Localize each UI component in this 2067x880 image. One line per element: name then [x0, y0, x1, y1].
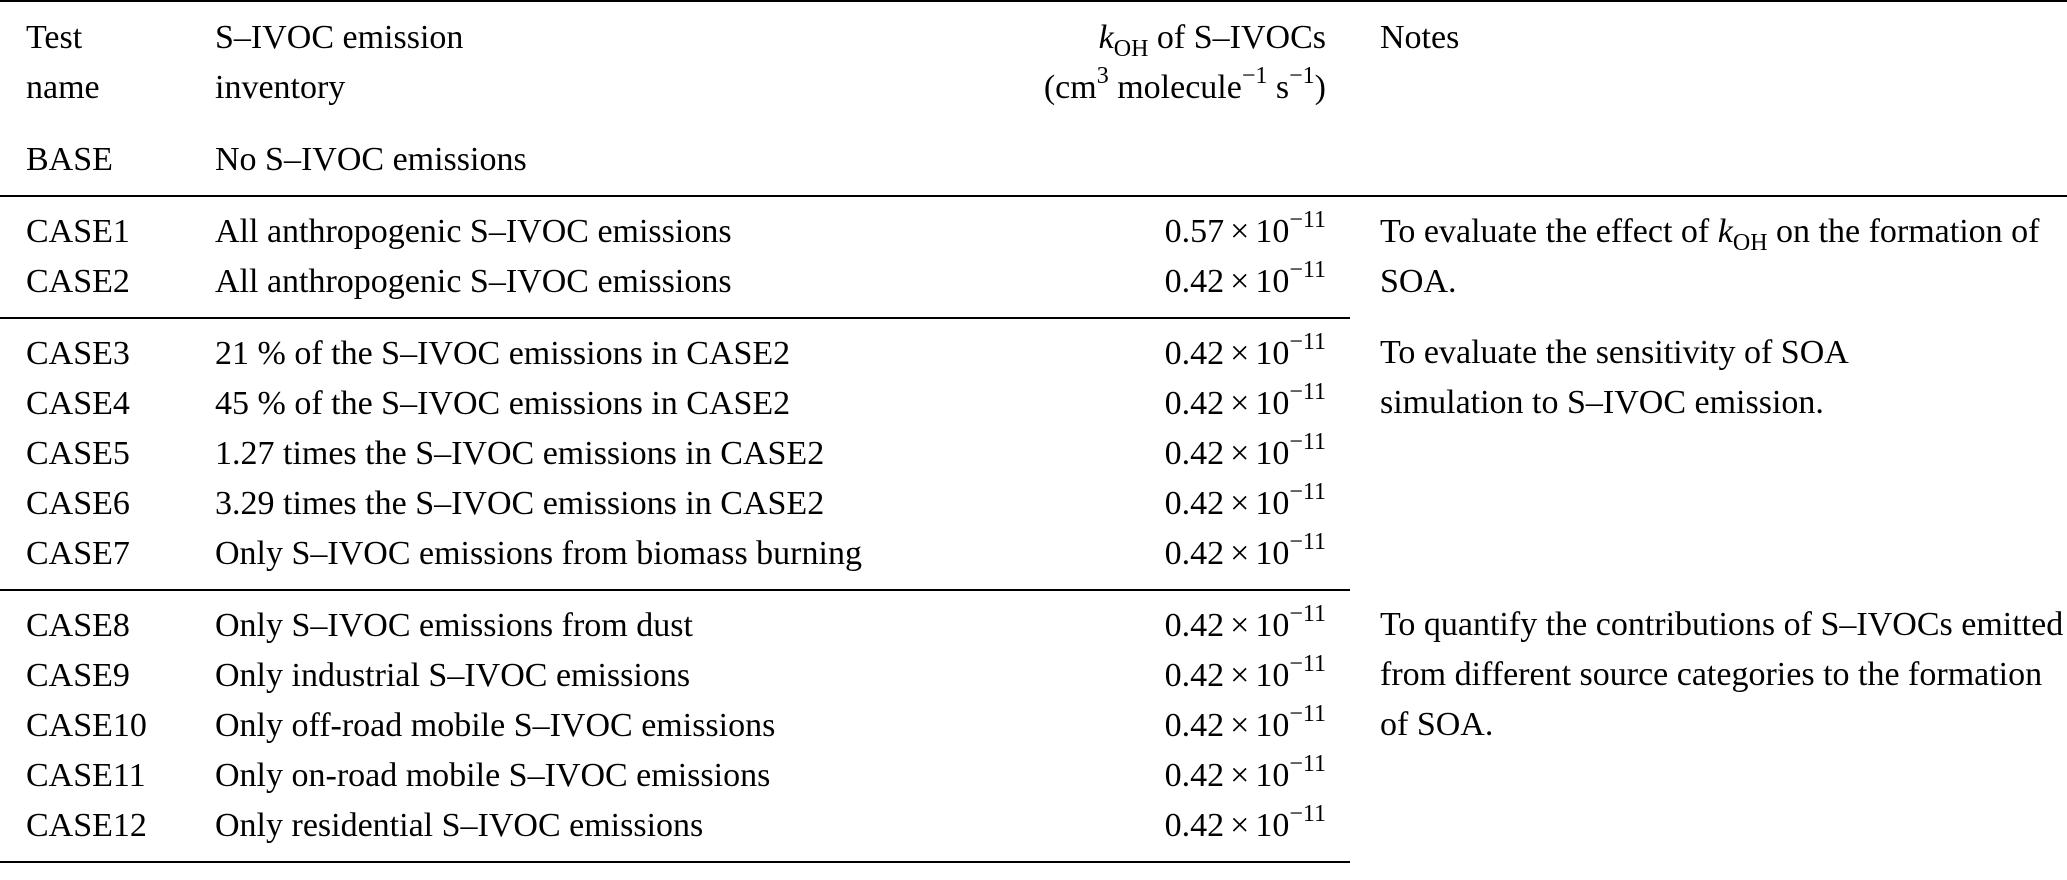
- inventory: Only S–IVOC emissions from dust: [215, 607, 693, 644]
- koh-value: 0.42 × 10−11: [1164, 378, 1326, 422]
- test-name: BASE: [0, 125, 190, 197]
- test-name: CASE6: [26, 485, 130, 522]
- inventory: 45 % of the S–IVOC emissions in CASE2: [215, 385, 791, 422]
- header-test-name-line2: name: [26, 69, 100, 106]
- inventory: 21 % of the S–IVOC emissions in CASE2: [215, 335, 791, 372]
- test-name: CASE11: [26, 757, 146, 794]
- group-3: CASE8 Only S–IVOC emissions from dust 0.…: [0, 590, 2067, 863]
- table-row: CASE11 Only on-road mobile S–IVOC emissi…: [0, 751, 2067, 801]
- table-row: CASE2 All anthropogenic S–IVOC emissions…: [0, 257, 2067, 319]
- inventory: 1.27 times the S–IVOC emissions in CASE2: [215, 435, 825, 472]
- table-row: CASE7 Only S–IVOC emissions from biomass…: [0, 529, 2067, 591]
- table-row: CASE9 Only industrial S–IVOC emissions 0…: [0, 651, 2067, 701]
- koh-value: 0.42 × 10−11: [1164, 650, 1326, 694]
- inventory: All anthropogenic S–IVOC emissions: [190, 257, 990, 319]
- table-row: CASE4 45 % of the S–IVOC emissions in CA…: [0, 379, 2067, 429]
- koh-value: 0.57 × 10−11: [1164, 206, 1326, 250]
- table-row: BASE No S–IVOC emissions: [0, 125, 2067, 197]
- group-base: BASE No S–IVOC emissions: [0, 125, 2067, 197]
- test-name: CASE2: [0, 257, 190, 319]
- group-2: CASE3 21 % of the S–IVOC emissions in CA…: [0, 318, 2067, 591]
- test-name: CASE8: [26, 607, 130, 644]
- header-notes: Notes: [1350, 0, 2067, 63]
- header-inventory-line2: inventory: [215, 69, 346, 106]
- koh-value: 0.42 × 10−11: [990, 801, 1350, 863]
- inventory: Only industrial S–IVOC emissions: [215, 657, 691, 694]
- test-name: CASE1: [26, 213, 130, 250]
- inventory: Only residential S–IVOC emissions: [190, 801, 990, 863]
- test-name: CASE5: [26, 435, 130, 472]
- inventory: Only S–IVOC emissions from biomass burni…: [190, 529, 990, 591]
- test-name: CASE9: [26, 657, 130, 694]
- header-koh: kOH of S–IVOCs: [990, 0, 1350, 63]
- header-koh-units: (cm3 molecule−1 s−1): [1043, 62, 1326, 106]
- table-row: CASE6 3.29 times the S–IVOC emissions in…: [0, 479, 2067, 529]
- test-name: CASE3: [26, 335, 130, 372]
- koh-value: 0.42 × 10−11: [1164, 478, 1326, 522]
- group-1: CASE1 All anthropogenic S–IVOC emissions…: [0, 196, 2067, 319]
- test-name: CASE12: [0, 801, 190, 863]
- table-row: CASE12 Only residential S–IVOC emissions…: [0, 801, 2067, 863]
- table-header: Test S–IVOC emission kOH of S–IVOCs Note…: [0, 0, 2067, 125]
- note-group-2: To evaluate the sensitivity of SOA simul…: [1380, 334, 1847, 421]
- koh-value: 0.42 × 10−11: [1164, 428, 1326, 472]
- note-group-3: To quantify the contributions of S–IVOCs…: [1380, 606, 2064, 743]
- koh-value: 0.42 × 10−11: [1164, 750, 1326, 794]
- inventory: All anthropogenic S–IVOC emissions: [215, 213, 732, 250]
- test-name: CASE7: [0, 529, 190, 591]
- note-group-1: To evaluate the effect of kOH on the for…: [1380, 213, 2040, 300]
- inventory: Only on-road mobile S–IVOC emissions: [215, 757, 771, 794]
- table-row: CASE10 Only off-road mobile S–IVOC emiss…: [0, 701, 2067, 751]
- test-name: CASE10: [26, 707, 147, 744]
- table-row: CASE5 1.27 times the S–IVOC emissions in…: [0, 429, 2067, 479]
- inventory: No S–IVOC emissions: [190, 125, 990, 197]
- koh-value: 0.42 × 10−11: [990, 257, 1350, 319]
- inventory: Only off-road mobile S–IVOC emissions: [215, 707, 776, 744]
- koh-value: 0.42 × 10−11: [1164, 700, 1326, 744]
- koh-value: 0.42 × 10−11: [1164, 600, 1326, 644]
- koh-value: 0.42 × 10−11: [990, 529, 1350, 591]
- inventory: 3.29 times the S–IVOC emissions in CASE2: [215, 485, 825, 522]
- table-row: CASE3 21 % of the S–IVOC emissions in CA…: [0, 318, 2067, 421]
- table-row: CASE8 Only S–IVOC emissions from dust 0.…: [0, 590, 2067, 743]
- test-name: CASE4: [26, 385, 130, 422]
- table-row: CASE1 All anthropogenic S–IVOC emissions…: [0, 196, 2067, 300]
- header-test-name: Test: [0, 0, 190, 63]
- koh-value: 0.42 × 10−11: [1164, 328, 1326, 372]
- header-inventory: S–IVOC emission: [190, 0, 990, 63]
